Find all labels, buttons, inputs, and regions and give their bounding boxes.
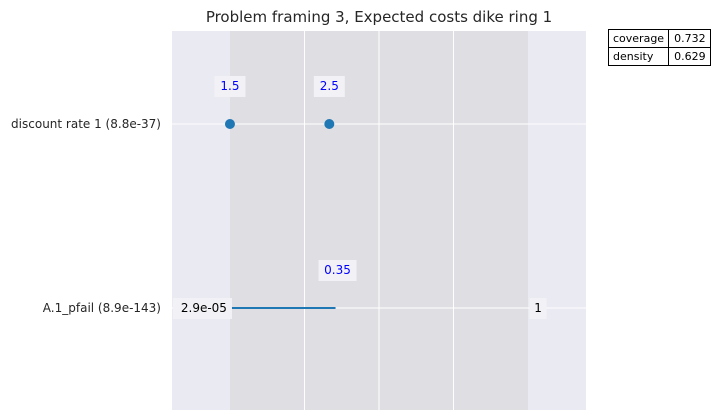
stats-row-coverage: coverage 0.732 (607, 29, 711, 48)
chart-title: Problem framing 3, Expected costs dike r… (206, 8, 552, 26)
category-label-box (313, 76, 345, 97)
category-label: 2.5 (320, 79, 339, 93)
category-point (224, 119, 235, 129)
stats-key: density (607, 47, 670, 66)
rows: discount rate 1 (8.8e-37) 1.5 2.5 A.1_pfail… (11, 76, 547, 319)
category-label-box (214, 76, 246, 97)
row-0: discount rate 1 (8.8e-37) 1.5 2.5 (11, 76, 345, 131)
stats-value: 0.732 (668, 29, 711, 48)
max-limit-label: 1 (534, 301, 542, 315)
range-value-label: 0.35 (324, 263, 351, 277)
range-value-label-box (318, 260, 357, 281)
max-limit-label-box (529, 298, 547, 319)
min-limit-label-box (172, 298, 232, 319)
min-limit-label: 2.9e-05 (181, 301, 227, 315)
y-tick-label: discount rate 1 (8.8e-37) (11, 117, 161, 131)
y-tick-label: A.1_pfail (8.9e-143) (43, 301, 161, 315)
stats-row-density: density 0.629 (607, 47, 711, 66)
stats-key: coverage (607, 29, 670, 48)
row-1: A.1_pfail (8.9e-143) 2.9e-05 1 0.35 (43, 260, 547, 319)
stats-value: 0.629 (668, 47, 711, 66)
category-label: 1.5 (220, 79, 239, 93)
category-point (324, 119, 335, 129)
stats-table: coverage 0.732 density 0.629 (607, 29, 711, 66)
